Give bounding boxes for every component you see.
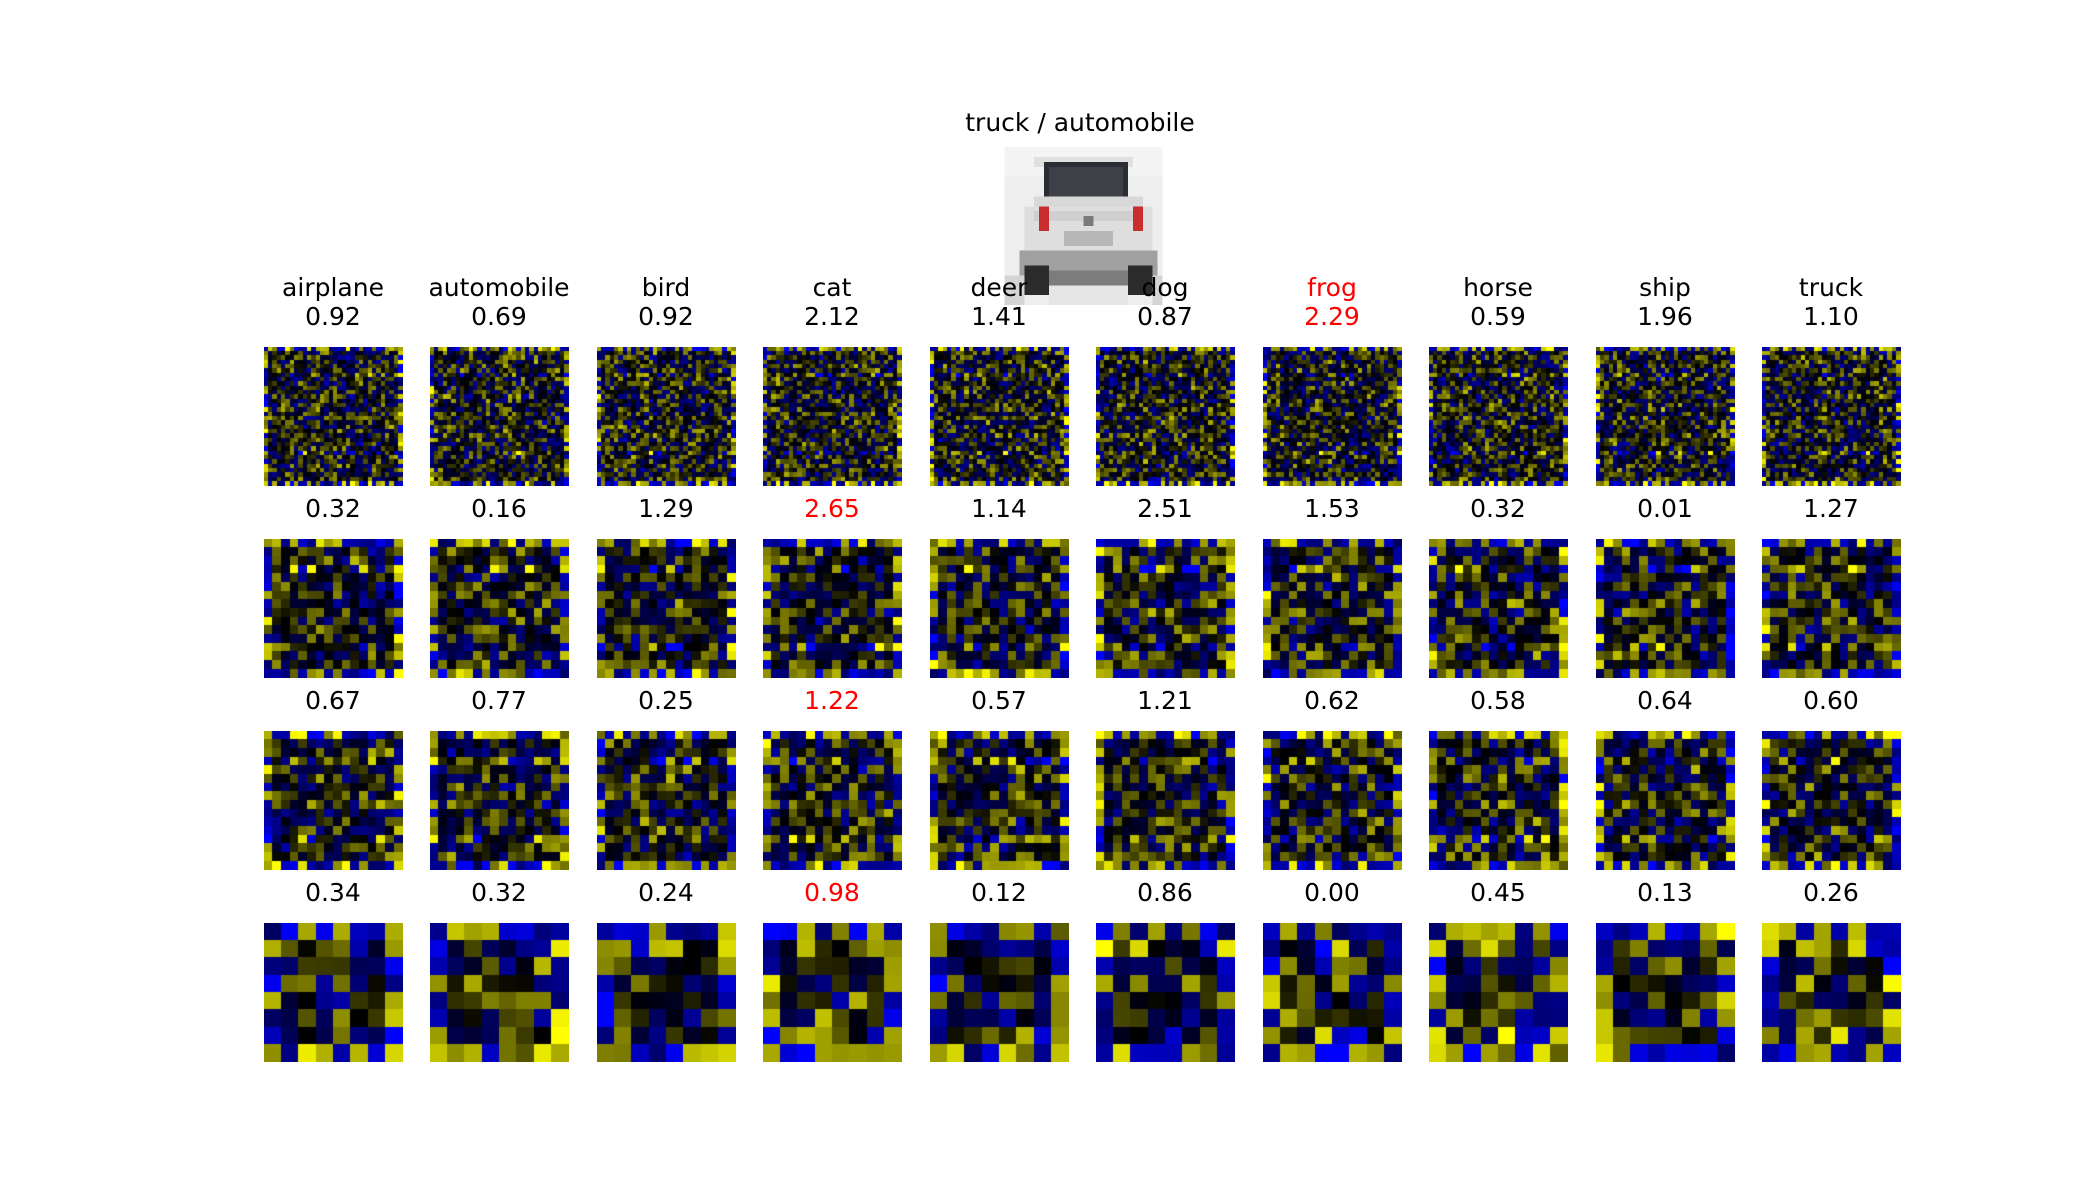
heatmap-tile (1762, 731, 1901, 870)
class-label-cat: cat (812, 273, 852, 302)
heatmap-tile (264, 347, 403, 486)
class-label-truck: truck (1798, 273, 1864, 302)
row2-value: 0.25 (638, 686, 694, 715)
heatmap-tile (264, 923, 403, 1062)
row2-value: 0.77 (471, 686, 527, 715)
heatmap-tile (1429, 347, 1568, 486)
row3-value: 0.45 (1470, 878, 1526, 907)
heatmap-tile (1762, 539, 1901, 678)
class-label-deer: deer (970, 273, 1028, 302)
heatmap-tile (930, 347, 1069, 486)
heatmap-tile (1263, 539, 1402, 678)
heatmap-tile (763, 347, 902, 486)
row1-value: 0.16 (471, 494, 527, 523)
row3-value: 0.12 (971, 878, 1027, 907)
row2-value: 1.21 (1137, 686, 1193, 715)
class-label-frog: frog (1307, 273, 1357, 302)
heatmap-tile (1096, 923, 1235, 1062)
class-score-airplane: 0.92 (305, 302, 361, 331)
class-label-automobile: automobile (428, 273, 570, 302)
heatmap-tile (430, 923, 569, 1062)
heatmap-tile (1429, 923, 1568, 1062)
heatmap-tile (1762, 347, 1901, 486)
row1-value: 0.32 (305, 494, 361, 523)
row1-value: 1.27 (1803, 494, 1859, 523)
heatmap-tile (930, 923, 1069, 1062)
class-score-bird: 0.92 (638, 302, 694, 331)
class-score-automobile: 0.69 (471, 302, 527, 331)
heatmap-tile (1263, 923, 1402, 1062)
class-score-truck: 1.10 (1803, 302, 1859, 331)
heatmap-tile (1263, 731, 1402, 870)
row1-value: 1.14 (971, 494, 1027, 523)
class-score-dog: 0.87 (1137, 302, 1193, 331)
class-score-ship: 1.96 (1637, 302, 1693, 331)
class-label-bird: bird (641, 273, 691, 302)
row2-value: 0.67 (305, 686, 361, 715)
row1-value: 1.53 (1304, 494, 1360, 523)
heatmap-tile (1596, 731, 1735, 870)
heatmap-tile (1596, 539, 1735, 678)
heatmap-tile (597, 731, 736, 870)
row3-value: 0.32 (471, 878, 527, 907)
row3-value: 0.13 (1637, 878, 1693, 907)
row1-value: 1.29 (638, 494, 694, 523)
row3-value: 0.26 (1803, 878, 1859, 907)
heatmap-tile (763, 539, 902, 678)
heatmap-tile (1596, 923, 1735, 1062)
heatmap-tile (597, 539, 736, 678)
figure-title: truck / automobile (965, 108, 1195, 137)
class-label-dog: dog (1141, 273, 1189, 302)
class-score-frog: 2.29 (1304, 302, 1360, 331)
class-score-cat: 2.12 (804, 302, 860, 331)
heatmap-tile (1596, 347, 1735, 486)
heatmap-tile (1096, 539, 1235, 678)
heatmap-tile (430, 539, 569, 678)
heatmap-tile (264, 539, 403, 678)
row2-value: 0.62 (1304, 686, 1360, 715)
row3-value: 0.86 (1137, 878, 1193, 907)
row3-value: 0.34 (305, 878, 361, 907)
heatmap-tile (1429, 731, 1568, 870)
row1-value: 0.32 (1470, 494, 1526, 523)
heatmap-tile (1096, 347, 1235, 486)
heatmap-tile (763, 731, 902, 870)
heatmap-tile (597, 923, 736, 1062)
input-car-image (1004, 147, 1163, 305)
row1-value: 0.01 (1637, 494, 1693, 523)
heatmap-tile (1429, 539, 1568, 678)
class-label-horse: horse (1463, 273, 1533, 302)
class-label-ship: ship (1639, 273, 1691, 302)
heatmap-tile (1762, 923, 1901, 1062)
heatmap-tile (597, 347, 736, 486)
row2-value: 0.57 (971, 686, 1027, 715)
class-score-horse: 0.59 (1470, 302, 1526, 331)
heatmap-tile (430, 731, 569, 870)
row3-value: 0.24 (638, 878, 694, 907)
heatmap-tile (430, 347, 569, 486)
row3-value-max: 0.98 (804, 878, 860, 907)
row1-value-max: 2.65 (804, 494, 860, 523)
row2-value: 0.58 (1470, 686, 1526, 715)
heatmap-tile (1096, 731, 1235, 870)
class-score-deer: 1.41 (971, 302, 1027, 331)
heatmap-tile (930, 539, 1069, 678)
row2-value: 0.60 (1803, 686, 1859, 715)
row2-value: 0.64 (1637, 686, 1693, 715)
row1-value: 2.51 (1137, 494, 1193, 523)
heatmap-tile (1263, 347, 1402, 486)
row3-value: 0.00 (1304, 878, 1360, 907)
heatmap-tile (930, 731, 1069, 870)
class-label-airplane: airplane (282, 273, 384, 302)
heatmap-tile (763, 923, 902, 1062)
row2-value-max: 1.22 (804, 686, 860, 715)
heatmap-tile (264, 731, 403, 870)
